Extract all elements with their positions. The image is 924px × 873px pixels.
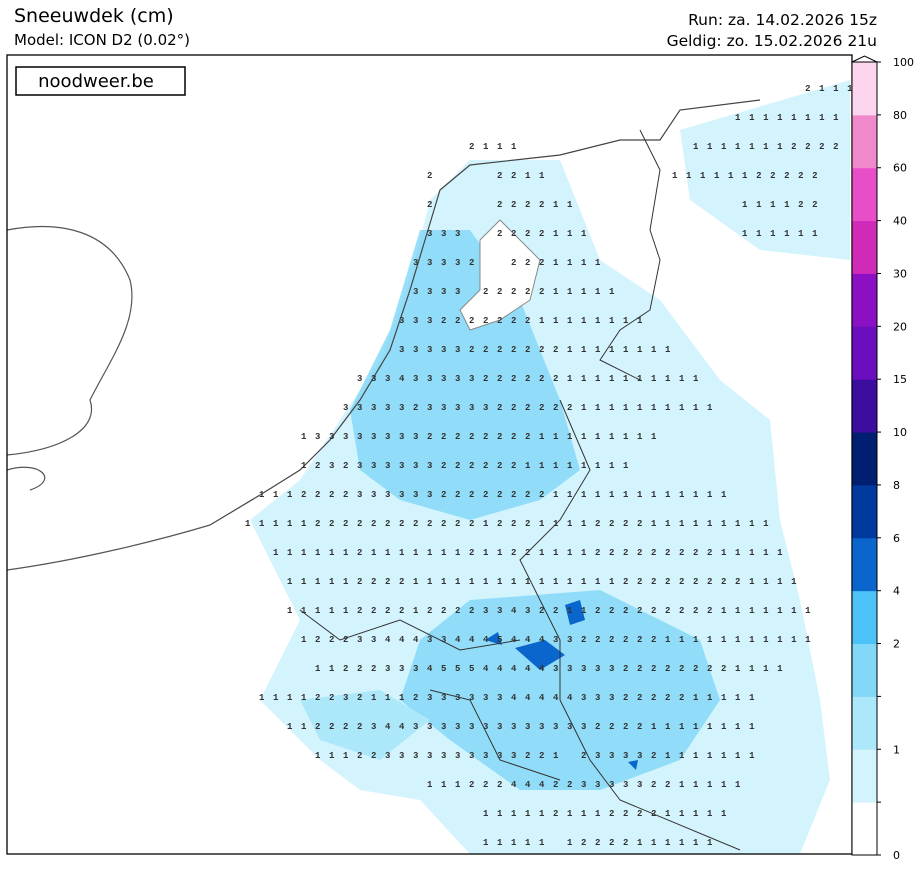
colorbar-label: 4 xyxy=(893,585,900,598)
colorbar-segment xyxy=(852,326,877,380)
valid-time: Geldig: zo. 15.02.2026 21u xyxy=(667,32,877,50)
colorbar-segment xyxy=(852,273,877,327)
value-row: 1 1 1 1 1 2 2 2 2 1 1 1 1 1 1 1 1 1 1 1 … xyxy=(245,577,798,587)
colorbar-frame xyxy=(851,61,878,856)
colorbar: 0 1 2 4 6 8 10 15 20 30 40 60 80 100 xyxy=(851,55,914,862)
colorbar-label: 100 xyxy=(893,56,914,69)
title: Sneeuwdek (cm) xyxy=(14,5,174,27)
model: Model: ICON D2 (0.02°) xyxy=(14,31,190,49)
value-row: 2 2 2 2 2 1 1 1 1 1 1 2 2 xyxy=(245,200,819,210)
value-row: 3 3 3 2 2 2 2 2 2 2 1 1 1 1 1 1 1 1 xyxy=(245,316,644,326)
value-row: 1 1 1 1 1 1 2 2 2 2 1 1 1 1 1 1 xyxy=(245,838,714,848)
colorbar-label: 8 xyxy=(893,479,900,492)
value-row: 2 1 1 1 1 1 1 1 1 1 1 2 2 2 2 xyxy=(245,142,840,152)
value-row: 1 2 3 2 3 3 3 3 3 3 2 2 2 2 2 2 1 1 1 1 … xyxy=(245,461,630,471)
colorbar-segment xyxy=(852,484,877,539)
value-grid: 2 1 1 1 1 1 1 1 1 1 1 1 2 1 1 1 1 1 1 1 … xyxy=(245,84,854,848)
ijsselmeer xyxy=(459,219,541,331)
value-row: 1 1 2 2 2 2 3 4 4 3 3 3 3 3 3 3 3 3 3 3 … xyxy=(245,722,756,732)
colorbar-label: 30 xyxy=(893,267,907,280)
colorbar-segment xyxy=(852,537,877,592)
colorbar-segment xyxy=(852,432,877,486)
value-row: 3 3 3 2 2 2 2 1 1 1 1 1 1 1 1 1 xyxy=(245,229,819,239)
coastline xyxy=(7,466,211,571)
value-row: 1 2 2 2 3 3 4 4 4 3 3 4 4 4 5 4 4 4 3 3 … xyxy=(245,635,812,645)
value-row: 1 1 1 2 2 2 4 4 4 2 2 3 3 3 3 3 2 2 1 1 … xyxy=(245,780,742,790)
value-row: 3 3 3 3 2 2 2 2 2 1 1 1 1 1 xyxy=(245,287,616,297)
value-row: 3 3 3 3 2 2 2 2 1 1 1 1 xyxy=(245,258,602,268)
value-row: 1 1 1 1 1 2 1 1 1 2 2 2 2 1 1 1 1 1 xyxy=(245,809,728,819)
snow-medium xyxy=(350,230,580,520)
value-row: 1 1 2 2 2 3 3 3 4 5 5 5 4 4 4 4 4 3 3 3 … xyxy=(245,664,784,674)
watermark-box xyxy=(15,66,186,96)
colorbar-label: 15 xyxy=(893,373,907,386)
colorbar-segment xyxy=(852,379,877,433)
coastline-nl-be xyxy=(209,99,761,526)
value-row: 1 3 3 3 3 3 3 3 3 2 2 2 2 2 2 2 2 1 1 1 … xyxy=(245,432,658,442)
colorbar-segment xyxy=(852,696,877,750)
value-row: 3 3 3 3 3 2 3 3 3 3 3 2 2 2 2 2 2 1 1 1 … xyxy=(245,403,714,413)
colorbar-label: 2 xyxy=(893,638,900,651)
colorbar-label: 80 xyxy=(893,109,907,122)
colorbar-label: 1 xyxy=(893,743,900,756)
value-row: 3 3 3 3 3 2 2 2 2 2 2 2 1 1 1 1 1 1 1 1 xyxy=(245,345,672,355)
colorbar-segment xyxy=(852,749,877,803)
colorbar-label: 20 xyxy=(893,320,907,333)
value-row: 1 1 1 1 2 2 3 2 1 1 1 2 3 3 3 3 3 3 4 4 … xyxy=(245,693,756,703)
colorbar-segment xyxy=(852,643,877,697)
value-row: 1 1 1 2 2 2 2 3 3 3 3 3 3 2 2 2 2 2 2 2 … xyxy=(245,490,728,500)
value-row: 3 3 3 4 3 3 3 3 3 2 2 2 2 2 2 1 1 1 1 1 … xyxy=(245,374,700,384)
value-row: 1 1 1 1 1 1 2 1 1 1 1 1 1 1 2 1 1 2 2 1 … xyxy=(245,548,784,558)
snow-light xyxy=(680,80,850,260)
colorbar-label: 60 xyxy=(893,162,907,175)
colorbar-label: 10 xyxy=(893,426,907,439)
colorbar-extend xyxy=(851,55,878,63)
border xyxy=(299,129,741,851)
colorbar-segment xyxy=(852,62,877,116)
run-time: Run: za. 14.02.2026 15z xyxy=(688,11,877,29)
value-row: 1 1 1 1 1 2 2 2 2 1 2 2 2 2 3 3 4 3 2 2 … xyxy=(245,606,812,616)
colorbar-label: 0 xyxy=(893,849,900,862)
value-row: 2 1 1 1 xyxy=(245,84,854,94)
value-row: 2 2 2 1 1 1 1 1 1 1 1 2 2 2 2 2 xyxy=(245,171,819,181)
colorbar-segment xyxy=(852,167,877,222)
colorbar-segment xyxy=(852,220,877,274)
value-row: 1 1 1 1 1 1 1 1 xyxy=(245,113,840,123)
colorbar-segment xyxy=(852,590,877,645)
colorbar-segment xyxy=(852,802,877,856)
map: 2 1 1 1 1 1 1 1 1 1 1 1 2 1 1 1 1 1 1 1 … xyxy=(7,80,854,854)
value-row: 1 1 1 1 1 2 2 2 2 2 2 2 2 2 2 2 2 1 2 2 … xyxy=(245,519,770,529)
watermark: noodweer.be xyxy=(38,71,154,92)
colorbar-label: 40 xyxy=(893,215,907,228)
snow-medium xyxy=(300,690,430,760)
colorbar-label: 6 xyxy=(893,532,900,545)
value-row: 1 1 1 2 2 3 3 3 3 3 3 3 3 3 3 2 2 1 2 3 … xyxy=(245,751,756,761)
coastline-uk xyxy=(7,225,133,456)
colorbar-segment xyxy=(852,114,877,169)
